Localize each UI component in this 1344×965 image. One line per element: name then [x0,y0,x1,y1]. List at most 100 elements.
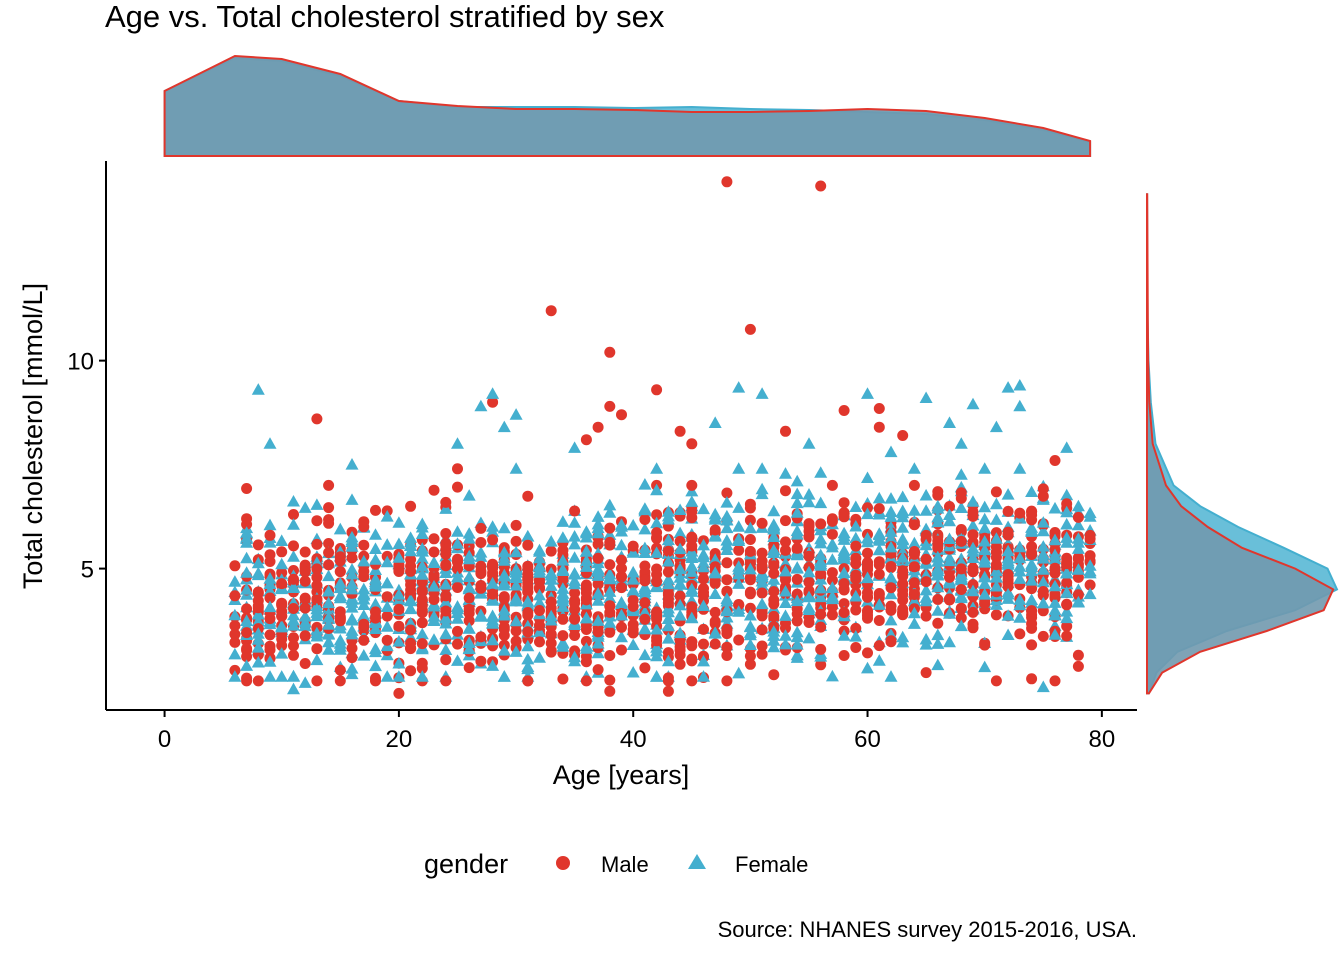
female-point [931,564,945,576]
female-point [462,489,476,501]
male-point [803,519,815,531]
female-point [533,563,546,576]
male-point [264,613,276,625]
female-point [251,383,265,395]
male-point [838,405,850,416]
male-point [276,578,288,590]
female-point [802,603,816,615]
female-point [814,548,828,561]
x-tick-label: 20 [386,726,413,753]
male-point [440,544,452,556]
male-point [311,413,323,425]
female-point [1036,540,1050,552]
female-point [814,466,828,478]
male-point [276,633,288,645]
legend-male-label: Male [601,852,649,877]
male-point [522,490,534,502]
female-point [825,590,839,603]
male-point [475,537,487,548]
male-point [1026,506,1038,518]
male-point [850,540,862,552]
male-point [967,622,979,634]
female-point [907,617,921,629]
male-point [475,655,487,667]
female-point [685,495,699,507]
male-point [452,638,463,650]
male-point [651,569,663,580]
female-point [404,593,418,605]
female-point [1083,510,1097,522]
male-point [686,636,698,648]
female-point [544,614,558,626]
male-point [744,498,756,510]
male-point [475,522,487,534]
female-point [497,420,511,433]
female-point [579,642,593,654]
male-point [815,621,827,633]
female-point [322,643,336,655]
female-point [825,553,839,565]
female-point [919,488,933,501]
female-point [1036,552,1050,564]
female-point [251,641,265,653]
female-point [615,518,628,530]
male-point [487,588,499,600]
male-point [756,648,768,660]
female-point [884,492,898,504]
female-point [380,555,394,568]
female-point [521,529,535,542]
female-point [521,660,535,672]
male-point [967,529,979,541]
female-point [533,551,546,564]
female-point [943,416,956,428]
female-point [755,597,769,610]
female-point [814,581,828,594]
female-point [814,650,828,662]
male-point [545,629,557,641]
male-point [604,606,616,618]
female-point [462,622,476,634]
male-point [908,548,920,560]
female-point [322,618,336,630]
female-point [1048,596,1062,608]
male-point [604,400,616,412]
caption: Source: NHANES survey 2015-2016, USA. [718,917,1137,942]
female-point [790,524,804,537]
female-point [287,495,300,507]
male-point [744,534,756,545]
female-point [907,462,921,474]
male-point [311,579,323,591]
female-point [615,538,628,551]
male-point [1026,549,1038,560]
female-point [638,522,652,535]
x-tick-label: 40 [620,726,647,753]
x-tick-label: 60 [854,726,881,753]
male-point [744,574,756,586]
female-point [1060,488,1074,501]
male-point [908,519,920,531]
male-point [229,590,241,602]
female-point [708,416,722,428]
male-point [651,509,663,521]
female-point [849,630,863,642]
male-point [838,511,850,523]
male-point [744,323,756,335]
male-point [920,576,932,588]
male-point [569,505,581,517]
male-point [908,577,920,589]
male-point [1061,630,1073,642]
male-point [733,599,745,611]
female-point [755,575,769,587]
male-point [1084,529,1096,541]
female-point [790,474,804,487]
male-point [698,587,709,598]
female-point [462,549,476,562]
male-point [744,586,756,598]
female-point [884,670,898,682]
female-point [943,607,956,619]
female-point [497,604,511,616]
male-point [744,545,756,557]
female-point [579,560,593,572]
female-point [638,605,652,618]
male-point [487,396,499,408]
